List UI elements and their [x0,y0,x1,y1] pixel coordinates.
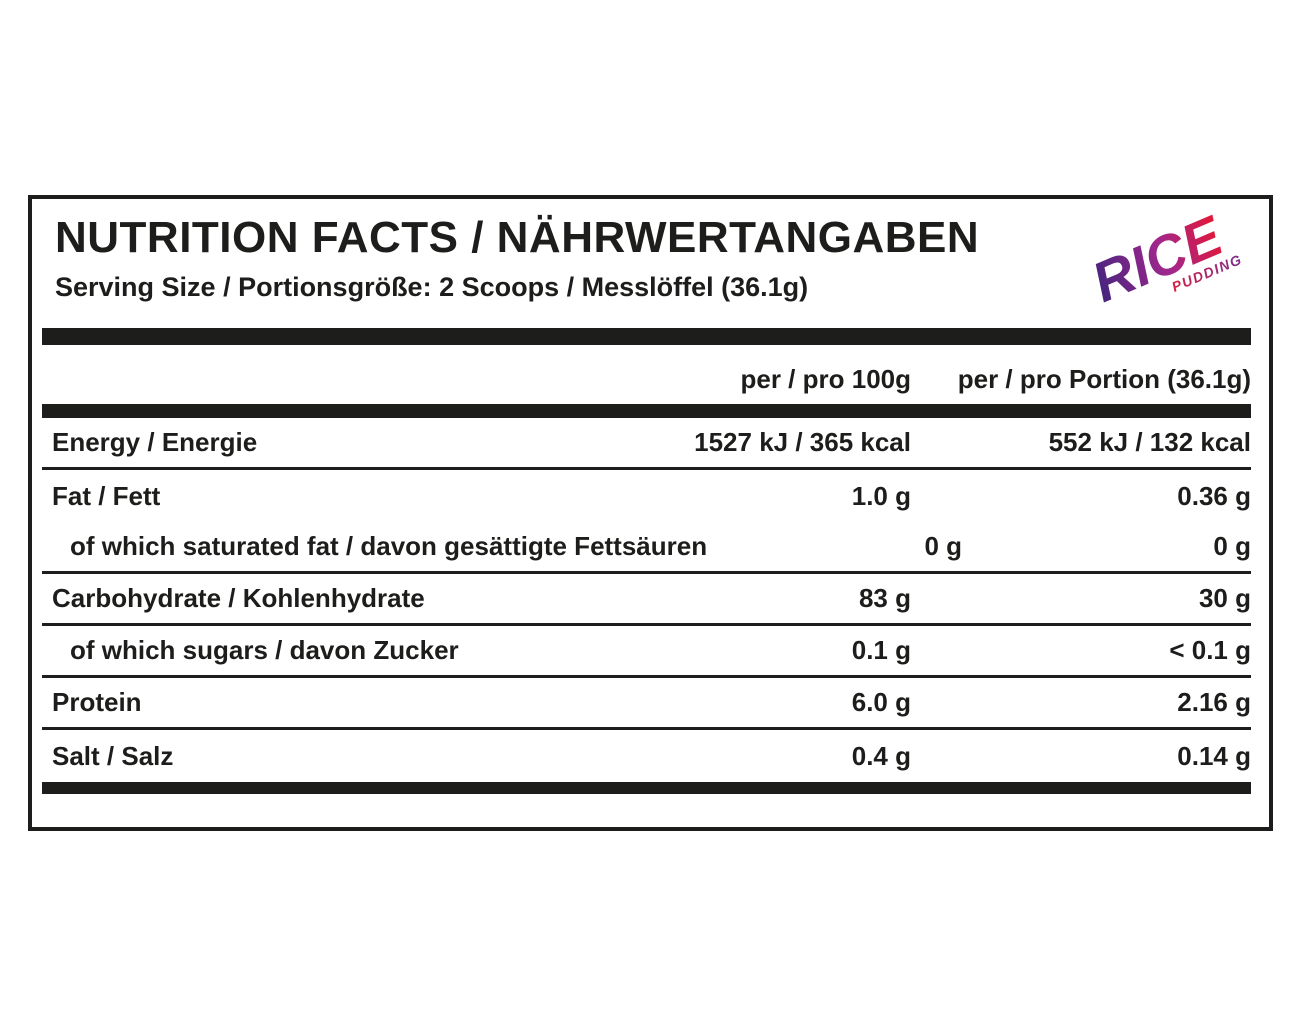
row-label: Fat / Fett [52,480,161,511]
table-column-headers: per / pro 100g per / pro Portion (36.1g) [42,345,1252,404]
logo-word-rice: RICE [1084,203,1232,314]
rice-pudding-logo: RICE PUDDING [1084,203,1245,314]
value-per-100g: 0.1 g [851,635,911,665]
label-header: NUTRITION FACTS / NÄHRWERTANGABEN Servin… [42,199,1251,328]
column-header-per-portion: per / pro Portion (36.1g) [957,364,1251,394]
row-label: Energy / Energie [52,427,258,457]
row-label: Carbohydrate / Kohlenhydrate [52,583,425,613]
serving-size-text: Serving Size / Portionsgröße: 2 Scoops /… [55,272,809,303]
value-per-100g: 0.4 g [851,740,911,771]
separator-bar-top [42,328,1251,345]
row-label: of which sugars / davon Zucker [70,635,459,665]
value-per-portion: 0.14 g [1177,740,1251,771]
value-per-100g: 1527 kJ / 365 kcal [694,427,911,457]
value-per-portion: 552 kJ / 132 kcal [1048,427,1251,457]
row-label: Protein [52,687,142,717]
separator-bar-header [42,404,1251,418]
table-row-fat: Fat / Fett 1.0 g 0.36 g [42,470,1251,522]
page-title: NUTRITION FACTS / NÄHRWERTANGABEN [55,213,980,262]
value-per-portion: 0.36 g [1177,480,1251,511]
value-per-portion: < 0.1 g [1169,635,1251,665]
table-row-salt: Salt / Salz 0.4 g 0.14 g [42,730,1251,782]
value-per-portion: 0 g [1213,531,1251,561]
table-row-sugars: of which sugars / davon Zucker 0.1 g < 0… [42,626,1251,678]
value-per-100g: 0 g [924,531,963,561]
value-per-100g: 83 g [858,583,911,613]
column-header-per-100g: per / pro 100g [740,364,912,394]
table-row-protein: Protein 6.0 g 2.16 g [42,678,1251,730]
value-per-100g: 1.0 g [851,480,911,511]
row-label: Salt / Salz [52,740,174,771]
table-row-energy: Energy / Energie 1527 kJ / 365 kcal 552 … [42,418,1251,470]
value-per-portion: 2.16 g [1177,687,1251,717]
value-per-portion: 30 g [1198,583,1251,613]
table-bottom-bar [42,782,1251,794]
row-label: of which saturated fat / davon gesättigt… [70,531,708,561]
value-per-100g: 6.0 g [851,687,911,717]
table-row-saturated-fat: of which saturated fat / davon gesättigt… [42,522,1251,574]
nutrition-label-box: NUTRITION FACTS / NÄHRWERTANGABEN Servin… [28,195,1273,831]
table-row-carbohydrate: Carbohydrate / Kohlenhydrate 83 g 30 g [42,574,1251,626]
